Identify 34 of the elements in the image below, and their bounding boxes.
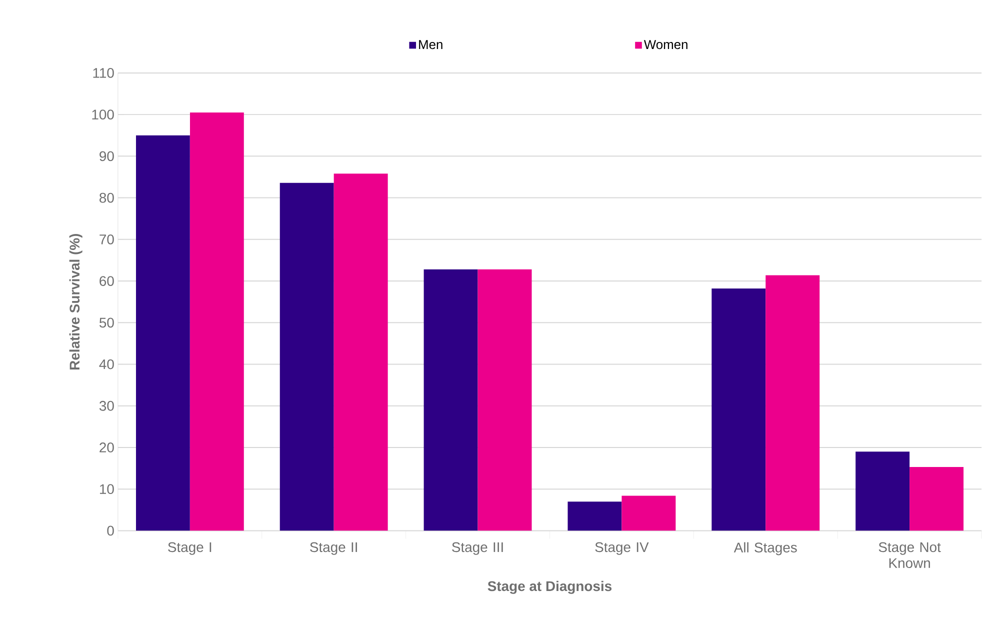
y-tick-label: 30: [99, 401, 114, 411]
bar: [136, 136, 190, 531]
y-tick-label: 40: [99, 359, 114, 370]
y-axis-title: Relative Survival (%): [69, 234, 82, 370]
bar: [622, 496, 676, 531]
bar: [910, 467, 964, 531]
y-tick-label: 90: [100, 151, 114, 162]
bar: [190, 112, 244, 531]
x-tick-label: All Stages: [734, 542, 797, 556]
x-axis-title: Stage at Diagnosis: [488, 581, 612, 594]
y-tick-label: 50: [99, 318, 114, 328]
x-tick-label: Stage IV: [595, 542, 649, 556]
bar: [568, 502, 622, 531]
bar: [424, 270, 478, 531]
y-tick-label: 100: [92, 110, 114, 120]
bar: [766, 275, 820, 531]
y-tick-label: 10: [100, 484, 114, 494]
y-tick-label: 110: [93, 68, 114, 78]
x-tick-label: Stage II: [310, 542, 357, 556]
bar: [280, 182, 334, 531]
bar: [712, 288, 766, 531]
y-tick-label: 0: [107, 526, 114, 536]
bar: [856, 452, 910, 531]
y-tick-label: 60: [100, 276, 114, 286]
legend-label: Women: [644, 40, 688, 50]
y-tick-label: 20: [100, 442, 114, 453]
x-tick-label: Stage I: [168, 542, 212, 556]
bar: [478, 270, 532, 531]
bar: [334, 174, 388, 531]
y-tick-label: 80: [100, 193, 114, 203]
x-tick-label: Stage III: [452, 542, 503, 556]
x-tick-label: Stage Not Known: [878, 542, 941, 568]
y-tick-label: 70: [100, 234, 114, 245]
legend-label: Men: [419, 40, 442, 50]
